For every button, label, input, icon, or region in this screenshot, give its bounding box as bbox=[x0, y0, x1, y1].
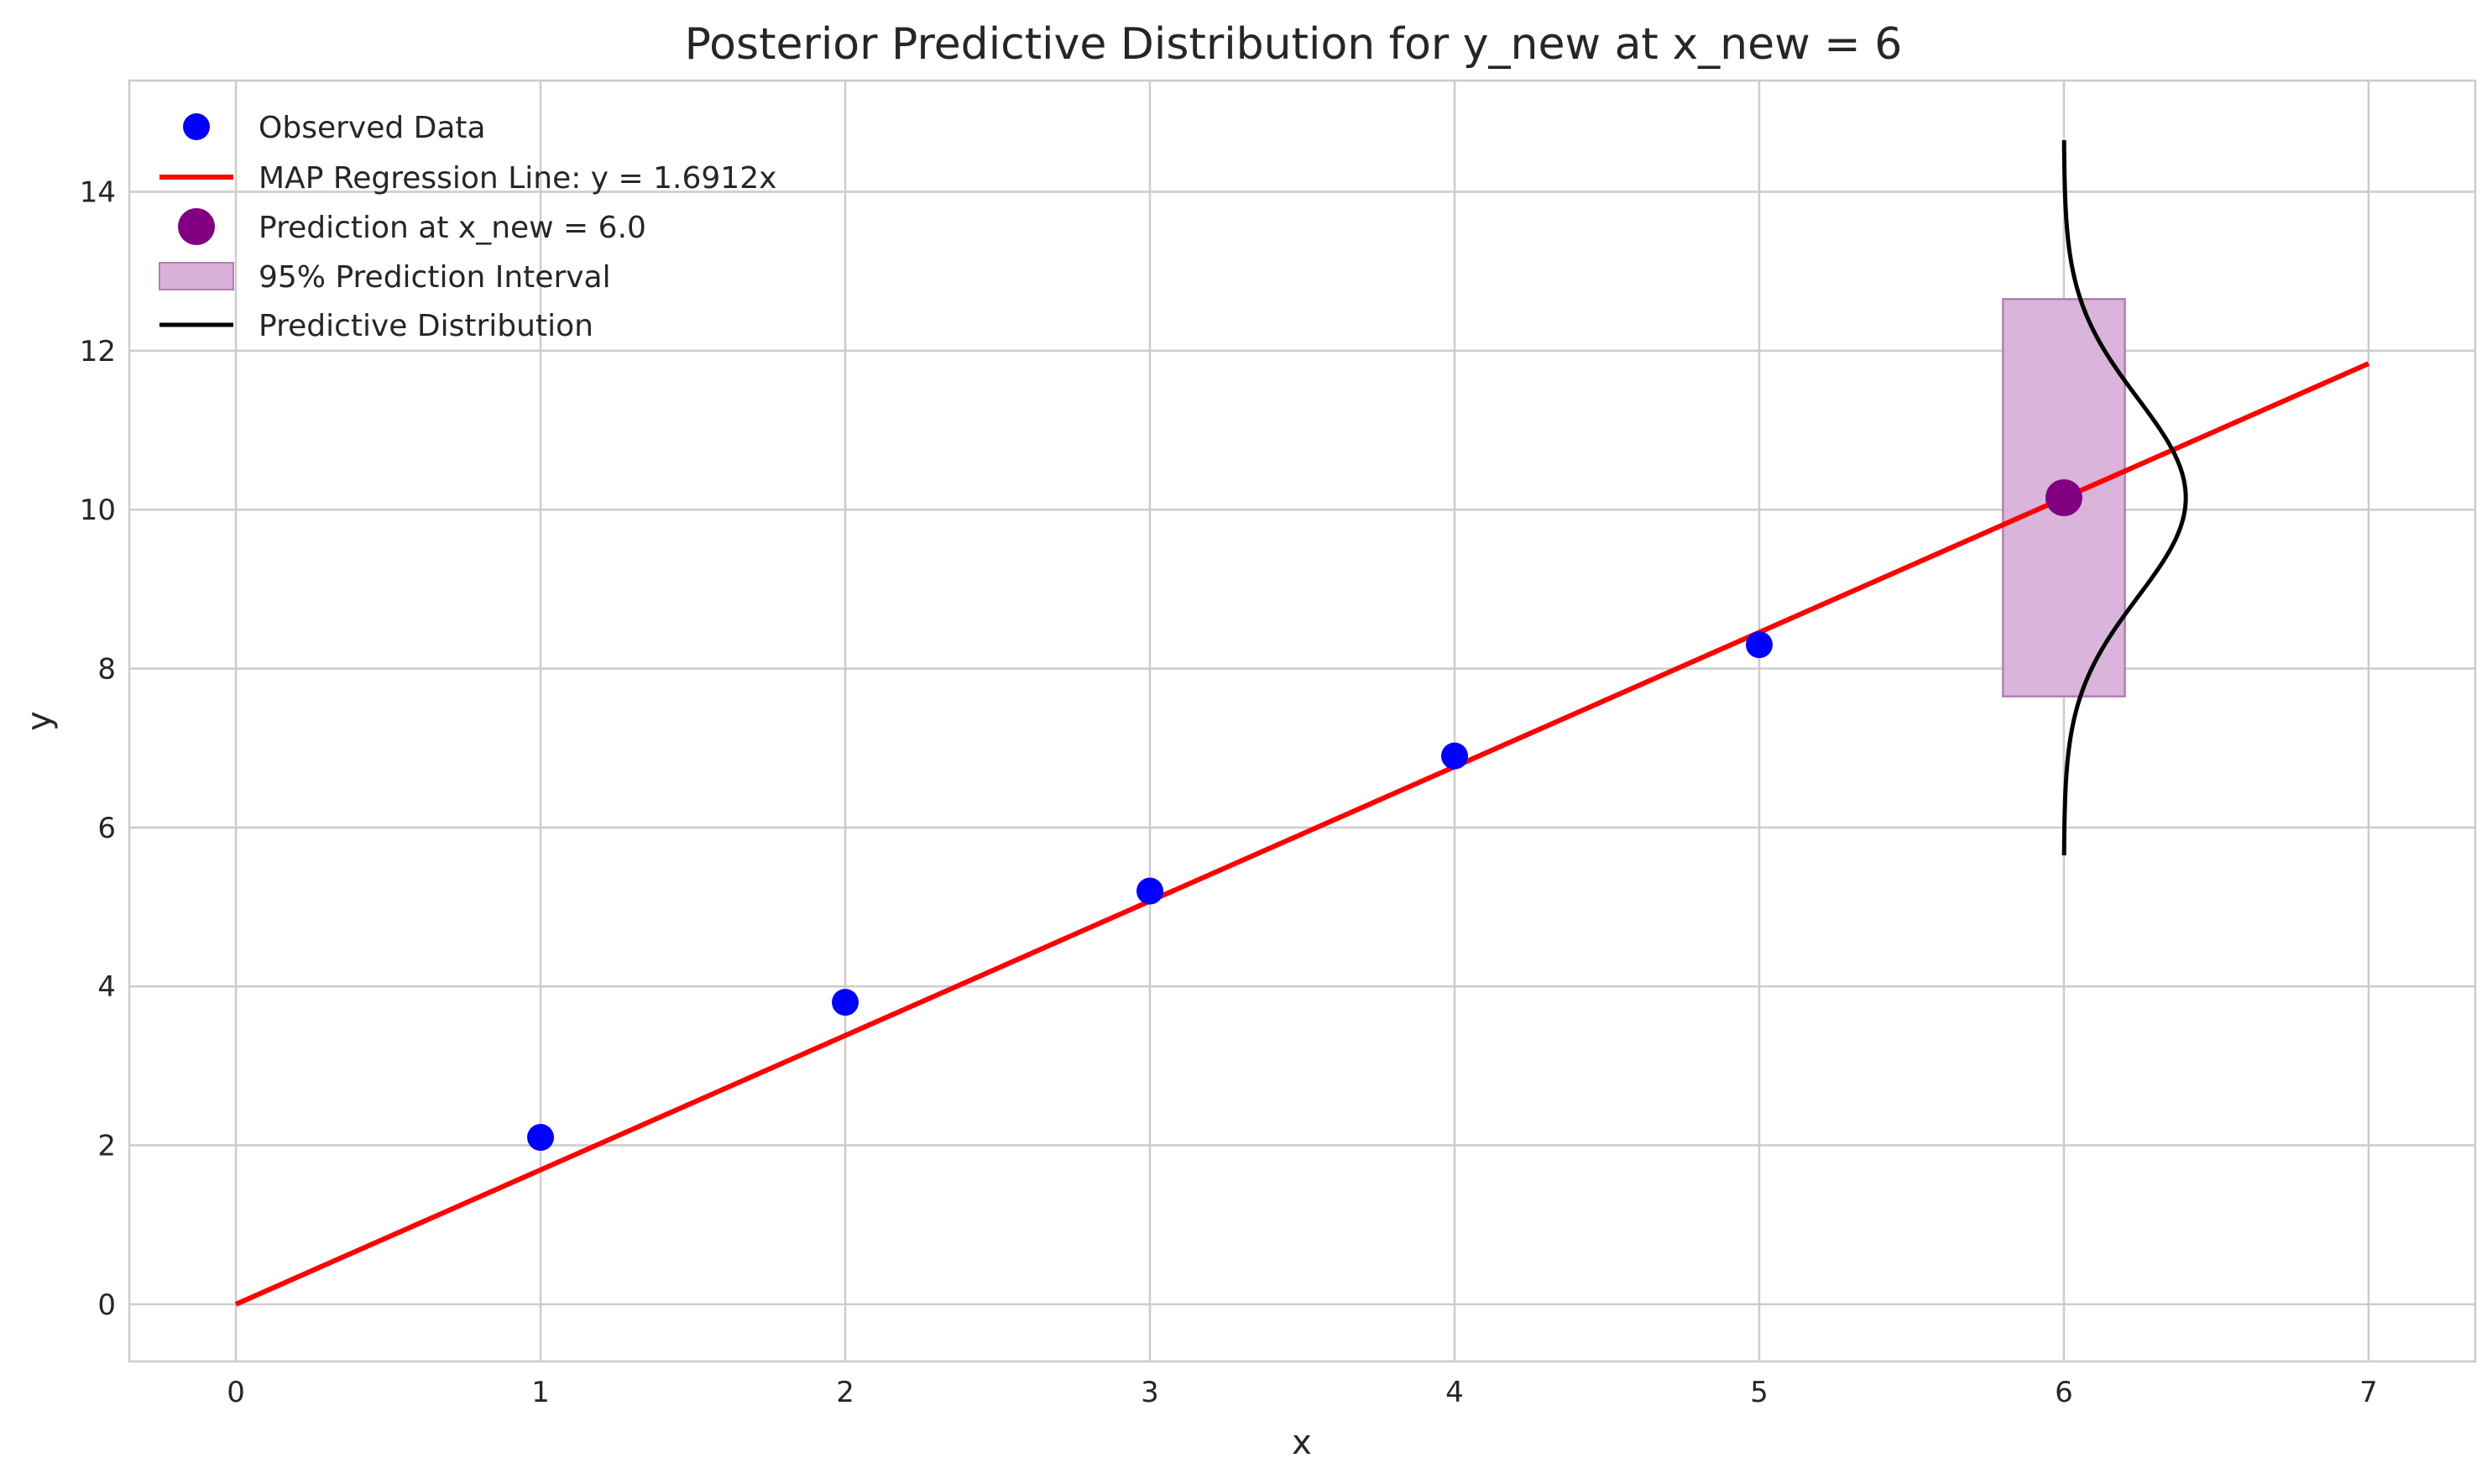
x-tick-label: 7 bbox=[2359, 1376, 2378, 1409]
legend-interval-label: 95% Prediction Interval bbox=[259, 260, 611, 295]
observed-data-point bbox=[1745, 631, 1773, 659]
x-tick-label: 3 bbox=[1141, 1376, 1159, 1409]
y-tick-label: 0 bbox=[97, 1288, 116, 1322]
x-axis-label: x bbox=[1292, 1424, 1312, 1462]
x-tick-label: 4 bbox=[1445, 1376, 1464, 1409]
data-marks bbox=[234, 139, 2370, 1307]
grid bbox=[129, 81, 2475, 1361]
y-tick-label: 14 bbox=[80, 176, 116, 210]
observed-data-point bbox=[527, 1124, 555, 1152]
plot-area-frame bbox=[128, 79, 2477, 1363]
legend-interval-swatch bbox=[159, 262, 234, 290]
legend: Observed Data MAP Regression Line: y = 1… bbox=[159, 111, 776, 343]
x-tick-label: 2 bbox=[836, 1376, 854, 1409]
y-tick-label: 4 bbox=[97, 970, 116, 1004]
legend-observed-label: Observed Data bbox=[259, 111, 486, 145]
observed-data-point bbox=[1136, 877, 1164, 905]
legend-prediction-marker bbox=[178, 208, 215, 245]
chart-title: Posterior Predictive Distribution for y_… bbox=[685, 19, 1903, 70]
y-tick-label: 10 bbox=[80, 494, 116, 527]
y-tick-label: 12 bbox=[80, 335, 116, 368]
regression-line bbox=[234, 361, 2370, 1307]
y-tick-label: 6 bbox=[97, 812, 116, 845]
observed-data-point bbox=[1440, 742, 1468, 770]
predictive-distribution-curve bbox=[2061, 139, 2188, 855]
y-tick-label: 2 bbox=[97, 1130, 116, 1163]
observed-data-point bbox=[832, 989, 859, 1016]
y-axis-label: y bbox=[20, 711, 59, 731]
x-tick-label: 1 bbox=[531, 1376, 550, 1409]
y-tick-label: 8 bbox=[97, 653, 116, 687]
x-tick-label: 6 bbox=[2055, 1376, 2073, 1409]
prediction-point bbox=[2045, 478, 2082, 516]
legend-distribution-label: Predictive Distribution bbox=[259, 309, 593, 343]
x-tick-label: 0 bbox=[227, 1376, 245, 1409]
x-tick-label: 5 bbox=[1750, 1376, 1768, 1409]
legend-prediction-label: Prediction at x_new = 6.0 bbox=[259, 211, 646, 245]
legend-observed-marker bbox=[183, 113, 210, 140]
legend-regression-label: MAP Regression Line: y = 1.6912x bbox=[259, 161, 776, 196]
